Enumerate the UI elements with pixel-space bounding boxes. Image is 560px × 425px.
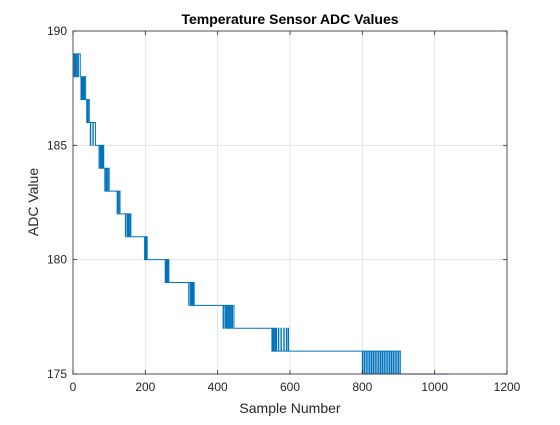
- y-tick-label: 190: [47, 24, 67, 38]
- x-tick-label: 0: [70, 380, 77, 394]
- y-tick-label: 180: [47, 253, 67, 267]
- x-tick-label: 1200: [494, 380, 521, 394]
- x-tick-label: 1000: [421, 380, 448, 394]
- chart-title: Temperature Sensor ADC Values: [181, 11, 398, 27]
- data-layer: [73, 53, 450, 375]
- x-axis-label: Sample Number: [239, 400, 340, 416]
- ticks: 0 200 400 600 800 1000 1200 175 180 185 190: [47, 24, 521, 394]
- y-tick-label: 185: [47, 138, 67, 152]
- x-tick-label: 400: [208, 380, 228, 394]
- x-tick-label: 600: [280, 380, 300, 394]
- series-line: [73, 53, 450, 375]
- x-tick-label: 200: [135, 380, 155, 394]
- y-axis-label: ADC Value: [25, 168, 41, 236]
- x-tick-label: 800: [352, 380, 372, 394]
- y-tick-label: 175: [47, 367, 67, 381]
